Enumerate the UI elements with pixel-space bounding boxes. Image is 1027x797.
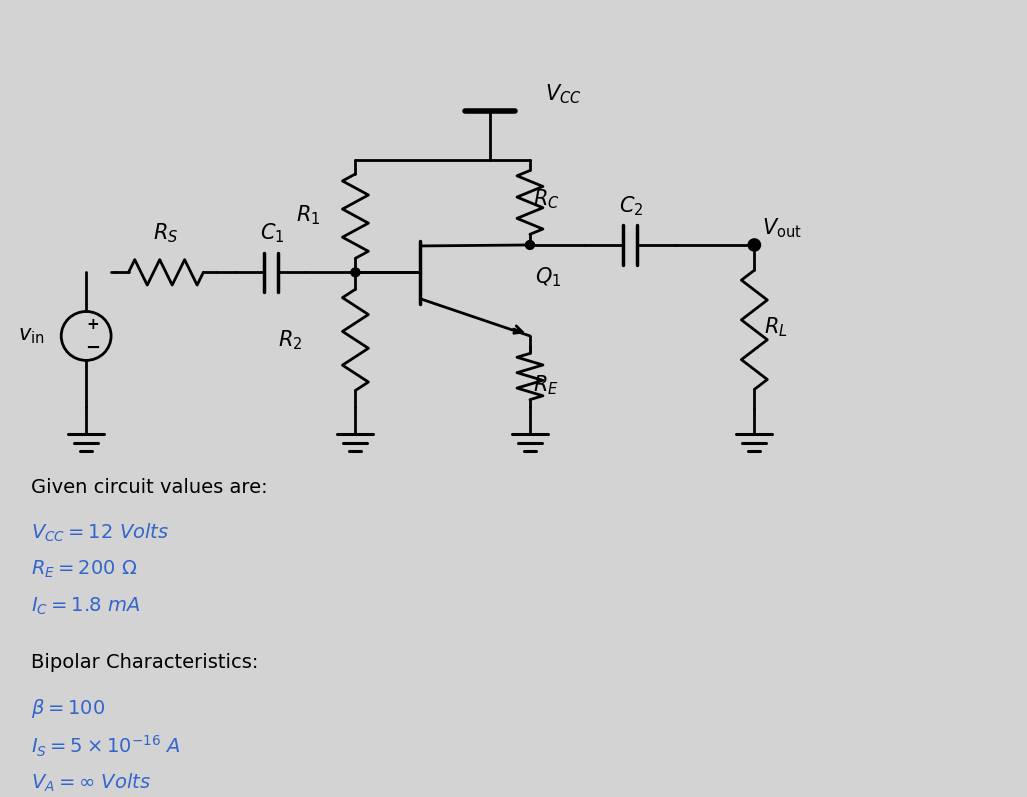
Text: $R_C$: $R_C$: [533, 187, 560, 210]
Text: −: −: [85, 339, 101, 357]
Text: Bipolar Characteristics:: Bipolar Characteristics:: [31, 653, 259, 672]
Text: $I_S = 5 \times 10^{-16}\ A$: $I_S = 5 \times 10^{-16}\ A$: [31, 734, 181, 760]
Text: $v_\mathrm{in}$: $v_\mathrm{in}$: [17, 326, 44, 346]
Text: $V_{CC}$: $V_{CC}$: [545, 82, 581, 106]
Text: $R_2$: $R_2$: [278, 328, 303, 351]
Text: $Q_1$: $Q_1$: [535, 265, 561, 289]
Text: +: +: [86, 316, 100, 332]
Text: $R_L$: $R_L$: [764, 316, 788, 339]
Text: $R_E$: $R_E$: [533, 373, 559, 397]
Text: $R_S$: $R_S$: [153, 222, 179, 245]
Text: $\beta = 100$: $\beta = 100$: [31, 697, 106, 720]
Text: $R_1$: $R_1$: [296, 204, 320, 227]
Circle shape: [351, 268, 359, 277]
Text: $C_2$: $C_2$: [619, 194, 644, 218]
Circle shape: [750, 241, 759, 249]
Text: $V_{CC} = 12\ Volts$: $V_{CC} = 12\ Volts$: [31, 522, 169, 544]
Text: $V_\mathrm{out}$: $V_\mathrm{out}$: [762, 217, 802, 240]
Text: $V_A = \infty\ Volts$: $V_A = \infty\ Volts$: [31, 771, 151, 794]
Text: $R_E = 200\ \Omega$: $R_E = 200\ \Omega$: [31, 559, 138, 580]
Text: $C_1$: $C_1$: [261, 222, 284, 245]
Text: $I_C = 1.8\ mA$: $I_C = 1.8\ mA$: [31, 596, 141, 618]
Circle shape: [526, 241, 534, 249]
Text: Given circuit values are:: Given circuit values are:: [31, 477, 268, 497]
